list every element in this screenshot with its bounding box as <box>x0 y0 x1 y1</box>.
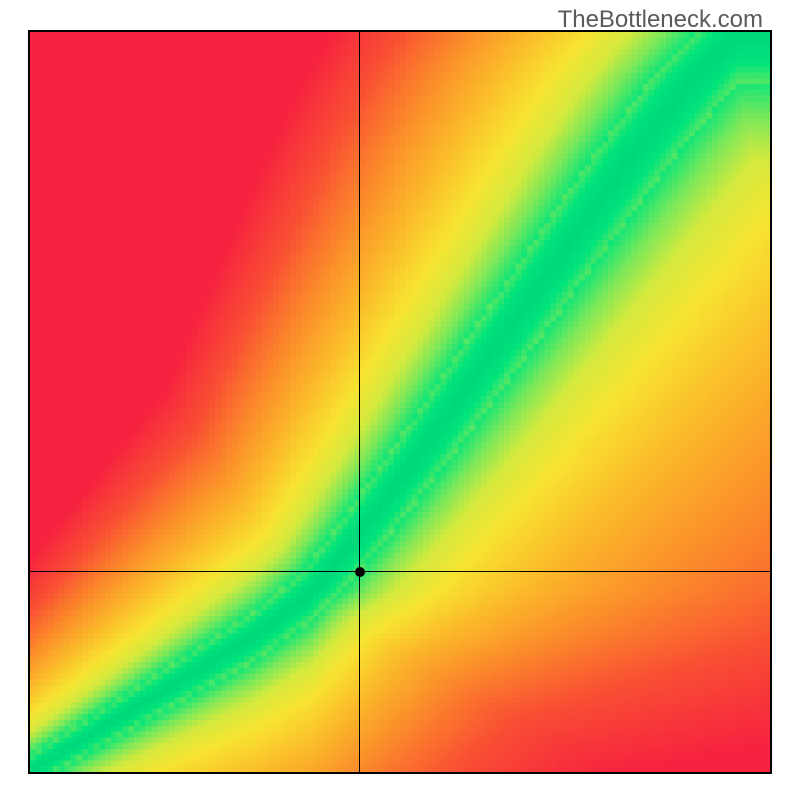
watermark-text: TheBottleneck.com <box>558 6 763 34</box>
crosshair-vertical <box>359 32 360 772</box>
bottleneck-heatmap <box>30 32 770 772</box>
plot-border-bottom <box>28 772 772 774</box>
crosshair-horizontal <box>30 571 770 572</box>
plot-border-right <box>770 30 772 774</box>
crosshair-dot <box>355 567 365 577</box>
chart-container: TheBottleneck.com <box>0 0 800 800</box>
